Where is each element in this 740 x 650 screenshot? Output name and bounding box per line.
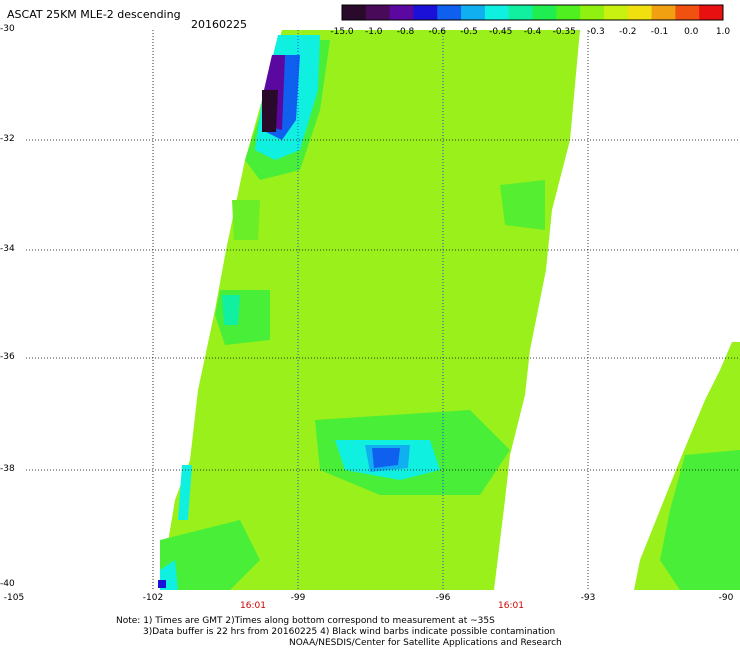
colorbar <box>341 4 724 21</box>
colorbar-label: -0.1 <box>650 27 669 37</box>
colorbar-swatch <box>556 5 581 20</box>
colorbar-label: -0.2 <box>618 27 637 37</box>
colorbar-swatch <box>413 5 438 20</box>
latitude-label: -36 <box>0 352 15 362</box>
colorbar-swatch <box>389 5 414 20</box>
latitude-label: -38 <box>0 464 15 474</box>
colorbar-label: -0.6 <box>428 27 447 37</box>
colorbar-label: -0.3 <box>587 27 605 37</box>
time-label: 16:01 <box>240 601 266 611</box>
colorbar-swatch <box>627 5 653 20</box>
time-label: 16:01 <box>498 601 524 611</box>
colorbar-label: 0.0 <box>684 27 699 37</box>
colorbar-swatch <box>437 5 462 20</box>
note-line-1: Note: 1) Times are GMT 2)Times along bot… <box>116 616 495 626</box>
right-swath <box>634 342 740 590</box>
colorbar-swatch <box>580 5 605 20</box>
colorbar-label: -1.0 <box>364 27 383 37</box>
latitude-label: -32 <box>0 134 15 144</box>
colorbar-swatch <box>365 5 391 20</box>
colorbar-border <box>341 4 724 21</box>
colorbar-swatch <box>603 5 629 20</box>
note-line-3: NOAA/NESDIS/Center for Satellite Applica… <box>289 638 562 648</box>
colorbar-swatch <box>461 5 486 20</box>
colorbar-label: -15.0 <box>330 27 354 37</box>
colorbar-label: 1.0 <box>715 27 731 37</box>
latitude-label: -30 <box>0 24 15 34</box>
colorbar-swatch <box>342 5 367 20</box>
latitude-label: -34 <box>0 244 15 254</box>
colorbar-swatch <box>484 5 510 20</box>
longitude-label: -90 <box>718 593 734 603</box>
colorbar-label: -0.35 <box>552 27 576 37</box>
grid <box>26 30 740 590</box>
colorbar-label: -0.4 <box>523 27 542 37</box>
colorbar-swatch <box>699 5 724 20</box>
note-line-2: 3)Data buffer is 22 hrs from 20160225 4)… <box>143 627 556 637</box>
longitude-label: -99 <box>290 593 306 603</box>
longitude-lines <box>297 30 444 590</box>
colorbar-label: -0.8 <box>396 27 415 37</box>
main-swath <box>158 30 580 590</box>
latitude-label: -40 <box>0 579 15 589</box>
longitude-label: -102 <box>142 593 164 603</box>
colorbar-swatch <box>532 5 557 20</box>
longitude-label: -105 <box>3 593 25 603</box>
chart-title: ASCAT 25KM MLE-2 descending <box>7 8 181 21</box>
longitude-label: -93 <box>580 593 596 603</box>
chart-date: 20160225 <box>191 18 247 31</box>
colorbar-label: -0.5 <box>460 27 478 37</box>
colorbar-swatch <box>508 5 533 20</box>
colorbar-label: -0.45 <box>489 27 513 37</box>
colorbar-swatch <box>675 5 700 20</box>
longitude-label: -96 <box>435 593 451 603</box>
colorbar-swatch <box>651 5 676 20</box>
